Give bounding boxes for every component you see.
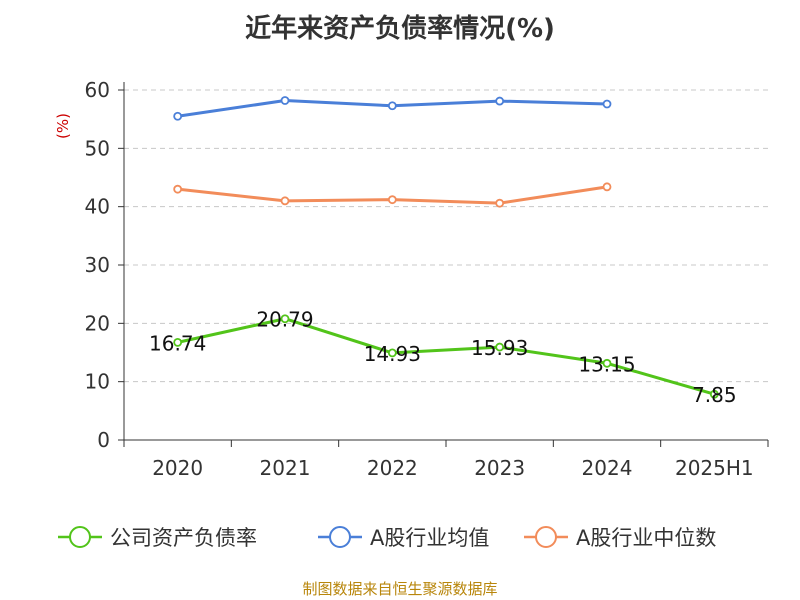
x-tick-label-2024: 2024 (582, 456, 633, 480)
series-1-point-2022 (387, 101, 397, 111)
legend-label-2: A股行业中位数 (576, 526, 716, 550)
series-1-point-2024 (602, 99, 612, 109)
x-tick-label-2022: 2022 (367, 456, 418, 480)
x-tick-label-2021: 2021 (260, 456, 311, 480)
series-0-point-2022 (387, 348, 397, 358)
series-2-point-2023 (495, 198, 505, 208)
y-tick-label-20: 20 (85, 311, 110, 335)
data-label-2025H1: 7.85 (692, 383, 737, 407)
chart-title: 近年来资产负债率情况(%) (245, 14, 555, 44)
x-tick-label-2023: 2023 (474, 456, 525, 480)
series-2-point-2021 (280, 196, 290, 206)
legend-label-0: 公司资产负债率 (110, 526, 257, 550)
data-label-2022: 14.93 (364, 342, 421, 366)
data-label-2023: 15.93 (471, 336, 528, 360)
series-2-point-2024 (602, 182, 612, 192)
series-1-point-2023 (495, 96, 505, 106)
source-note: 制图数据来自恒生聚源数据库 (302, 580, 498, 598)
series-1-point-2021 (280, 96, 290, 105)
series-2-point-2020 (173, 184, 183, 194)
x-tick-label-2020: 2020 (152, 456, 203, 480)
legend-marker-0 (69, 526, 91, 548)
data-label-2024: 13.15 (578, 352, 635, 376)
series-0-point-2020 (173, 337, 183, 347)
legend-label-1: A股行业均值 (370, 526, 489, 550)
series-0-point-2023 (495, 342, 505, 352)
y-tick-label-50: 50 (85, 136, 110, 160)
y-tick-label-30: 30 (85, 253, 110, 277)
data-label-2020: 16.74 (149, 331, 206, 355)
series-1-point-2020 (173, 111, 183, 121)
series-0-point-2024 (602, 358, 612, 368)
legend-marker-2 (535, 526, 557, 548)
series-0-point-2021 (280, 314, 290, 324)
data-label-2021: 20.79 (256, 308, 313, 332)
y-tick-label-40: 40 (85, 195, 110, 219)
y-axis-label: (%) (54, 113, 72, 139)
x-tick-label-2025H1: 2025H1 (675, 456, 754, 480)
series-2-point-2022 (387, 195, 397, 205)
legend-marker-1 (329, 526, 351, 548)
y-tick-label-10: 10 (85, 370, 110, 394)
series-0-point-2025H1 (709, 389, 719, 399)
y-tick-label-60: 60 (85, 78, 110, 102)
series-line-0 (177, 317, 715, 396)
y-tick-label-0: 0 (97, 428, 110, 452)
